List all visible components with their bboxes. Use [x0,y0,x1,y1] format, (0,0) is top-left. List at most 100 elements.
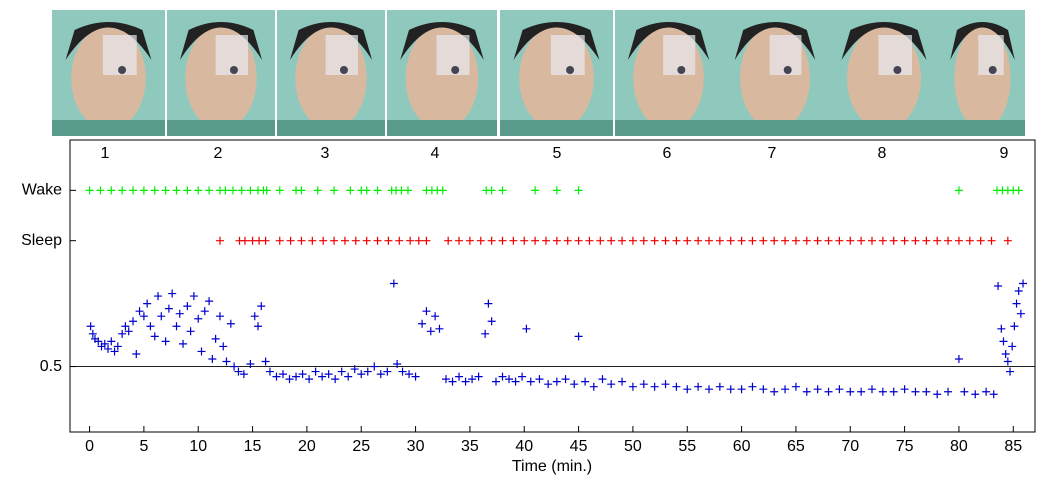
data-point [435,324,444,333]
y-tick-label: Wake [22,182,62,199]
data-point [172,186,181,195]
data-point [704,385,713,394]
data-point [154,292,163,301]
data-point [474,372,483,381]
data-point [694,236,703,245]
data-point [96,186,105,195]
data-point [694,382,703,391]
x-tick-label: 10 [189,438,207,455]
collar [167,120,275,136]
data-point [598,375,607,384]
frame-label: 7 [768,145,777,162]
electrode [118,66,127,74]
data-point [1006,367,1015,376]
eeg-cap [627,22,710,60]
data-point [889,236,898,245]
data-point [262,186,271,195]
data-point [205,186,214,195]
data-point [455,372,464,381]
data-point [340,236,349,245]
data-point [161,337,170,346]
data-point [965,236,974,245]
data-point [215,312,224,321]
eeg-cap [289,22,373,60]
data-point [505,375,514,384]
data-point [867,385,876,394]
data-point [824,236,833,245]
data-point [88,329,97,338]
data-point [541,236,550,245]
eeg-cap [734,22,816,60]
data-point [552,236,561,245]
data-point [476,236,485,245]
plot-frame [69,139,1036,433]
frame-label: 4 [431,145,440,162]
data-point [183,186,192,195]
eeg-cap [65,22,152,60]
data-point [331,375,340,384]
data-point [835,385,844,394]
eeg-cap [513,22,600,60]
eeg-cap [400,22,484,60]
data-point [552,377,561,386]
data-point [194,314,203,323]
data-point [444,236,453,245]
data-point [272,372,281,381]
data-point [383,367,392,376]
data-point [168,289,177,298]
face-photo [722,10,828,136]
data-point [104,344,113,353]
data-point [498,186,507,195]
data-point [1008,342,1017,351]
data-point [715,236,724,245]
data-point [132,349,141,358]
data-point [418,319,427,328]
x-tick-label: 65 [787,438,805,455]
data-point [661,380,670,389]
data-point [650,382,659,391]
data-point [1001,349,1010,358]
data-point [431,312,440,321]
x-tick-label: 55 [678,438,696,455]
frame-label: 3 [321,145,330,162]
data-point [989,390,998,399]
data-point [867,236,876,245]
data-point [275,186,284,195]
collar [387,120,497,136]
electrode [451,66,460,74]
data-point [552,186,561,195]
electrode [677,66,686,74]
data-point [107,186,116,195]
face-photo [940,10,1025,136]
data-point [211,334,220,343]
data-point [172,322,181,331]
data-point [596,236,605,245]
x-axis-label: Time (min.) [512,458,592,475]
face-photo [615,10,722,136]
data-point [118,186,127,195]
data-point [110,347,119,356]
data-point [234,367,243,376]
data-point [164,304,173,313]
collar [500,120,613,136]
data-point [230,362,239,371]
collar [277,120,385,136]
data-point [982,387,991,396]
data-point [748,236,757,245]
data-point [1014,287,1023,296]
data-point [737,236,746,245]
data-point [298,370,307,379]
collar [52,120,165,136]
data-point [526,377,535,386]
electrode [229,66,238,74]
frame-label: 9 [1000,145,1009,162]
data-point [121,322,130,331]
data-point [254,322,263,331]
data-point [824,387,833,396]
data-point [465,236,474,245]
data-point [318,372,327,381]
data-point [161,186,170,195]
data-point [250,312,259,321]
